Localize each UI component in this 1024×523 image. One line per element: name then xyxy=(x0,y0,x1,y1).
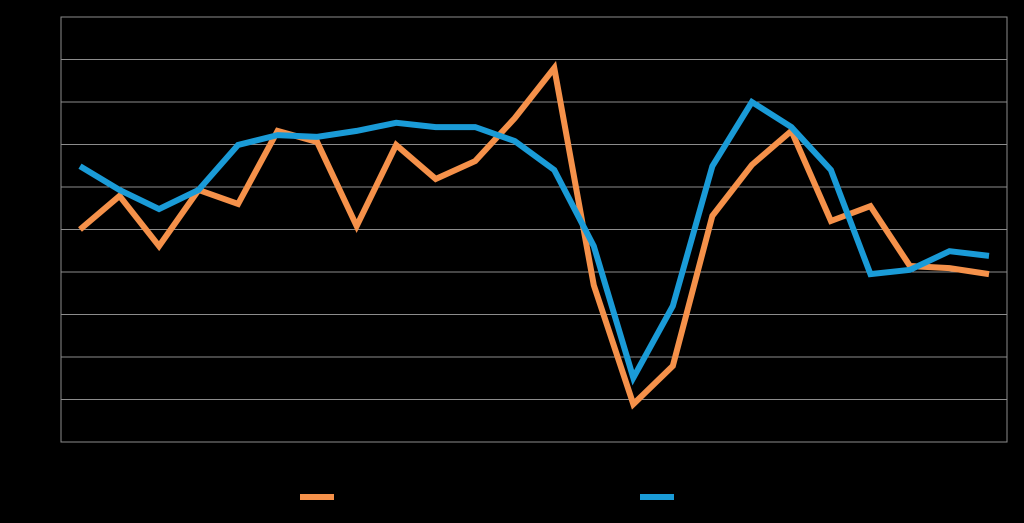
series-line xyxy=(78,60,990,410)
series-line xyxy=(78,97,990,386)
plot-border xyxy=(60,16,1008,443)
